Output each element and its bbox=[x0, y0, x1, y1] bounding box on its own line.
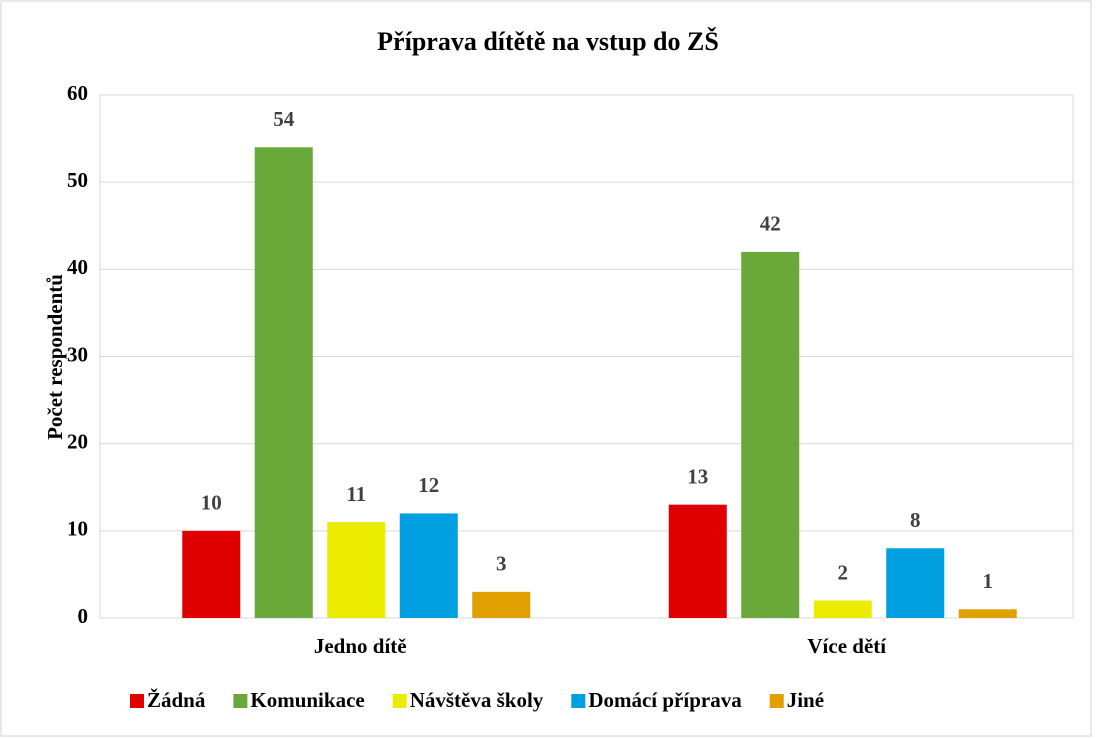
data-label: 12 bbox=[418, 473, 439, 497]
chart-title: Příprava dítětě na vstup do ZŠ bbox=[377, 27, 719, 56]
data-label: 1 bbox=[983, 569, 994, 593]
y-tick-label: 50 bbox=[67, 168, 88, 192]
y-tick-label: 0 bbox=[78, 604, 89, 628]
bar bbox=[668, 504, 727, 618]
data-label: 42 bbox=[760, 212, 781, 236]
y-tick-label: 40 bbox=[67, 255, 88, 279]
legend-swatch bbox=[233, 694, 248, 708]
data-label: 8 bbox=[910, 508, 921, 532]
bar bbox=[399, 513, 458, 618]
legend-label: Komunikace bbox=[250, 688, 364, 712]
legend-label: Návštěva školy bbox=[410, 688, 544, 712]
x-tick-label: Jedno dítě bbox=[314, 634, 407, 658]
x-tick-label: Více dětí bbox=[807, 634, 887, 658]
y-tick-label: 30 bbox=[67, 342, 88, 366]
y-tick-label: 60 bbox=[67, 81, 88, 105]
bar bbox=[741, 251, 800, 618]
legend-label: Jiné bbox=[787, 688, 824, 712]
data-label: 3 bbox=[496, 552, 507, 576]
bar bbox=[327, 522, 386, 618]
legend-swatch bbox=[769, 694, 784, 708]
data-label: 11 bbox=[346, 482, 366, 506]
bar bbox=[958, 609, 1017, 618]
bar bbox=[182, 530, 241, 618]
y-tick-label: 10 bbox=[67, 517, 88, 541]
data-label: 54 bbox=[273, 107, 295, 131]
data-label: 13 bbox=[687, 464, 708, 488]
legend-label: Žádná bbox=[147, 688, 206, 712]
legend-swatch bbox=[130, 694, 144, 708]
y-axis-label: Počet respondentů bbox=[43, 274, 67, 440]
bar bbox=[813, 600, 872, 618]
bar bbox=[254, 147, 313, 619]
legend-swatch bbox=[571, 694, 586, 708]
data-label: 2 bbox=[838, 560, 849, 584]
bar bbox=[472, 591, 531, 618]
legend-swatch bbox=[392, 694, 407, 708]
data-label: 10 bbox=[201, 491, 222, 515]
bar bbox=[886, 548, 945, 618]
y-tick-label: 20 bbox=[67, 429, 88, 453]
legend-label: Domácí příprava bbox=[588, 688, 742, 712]
